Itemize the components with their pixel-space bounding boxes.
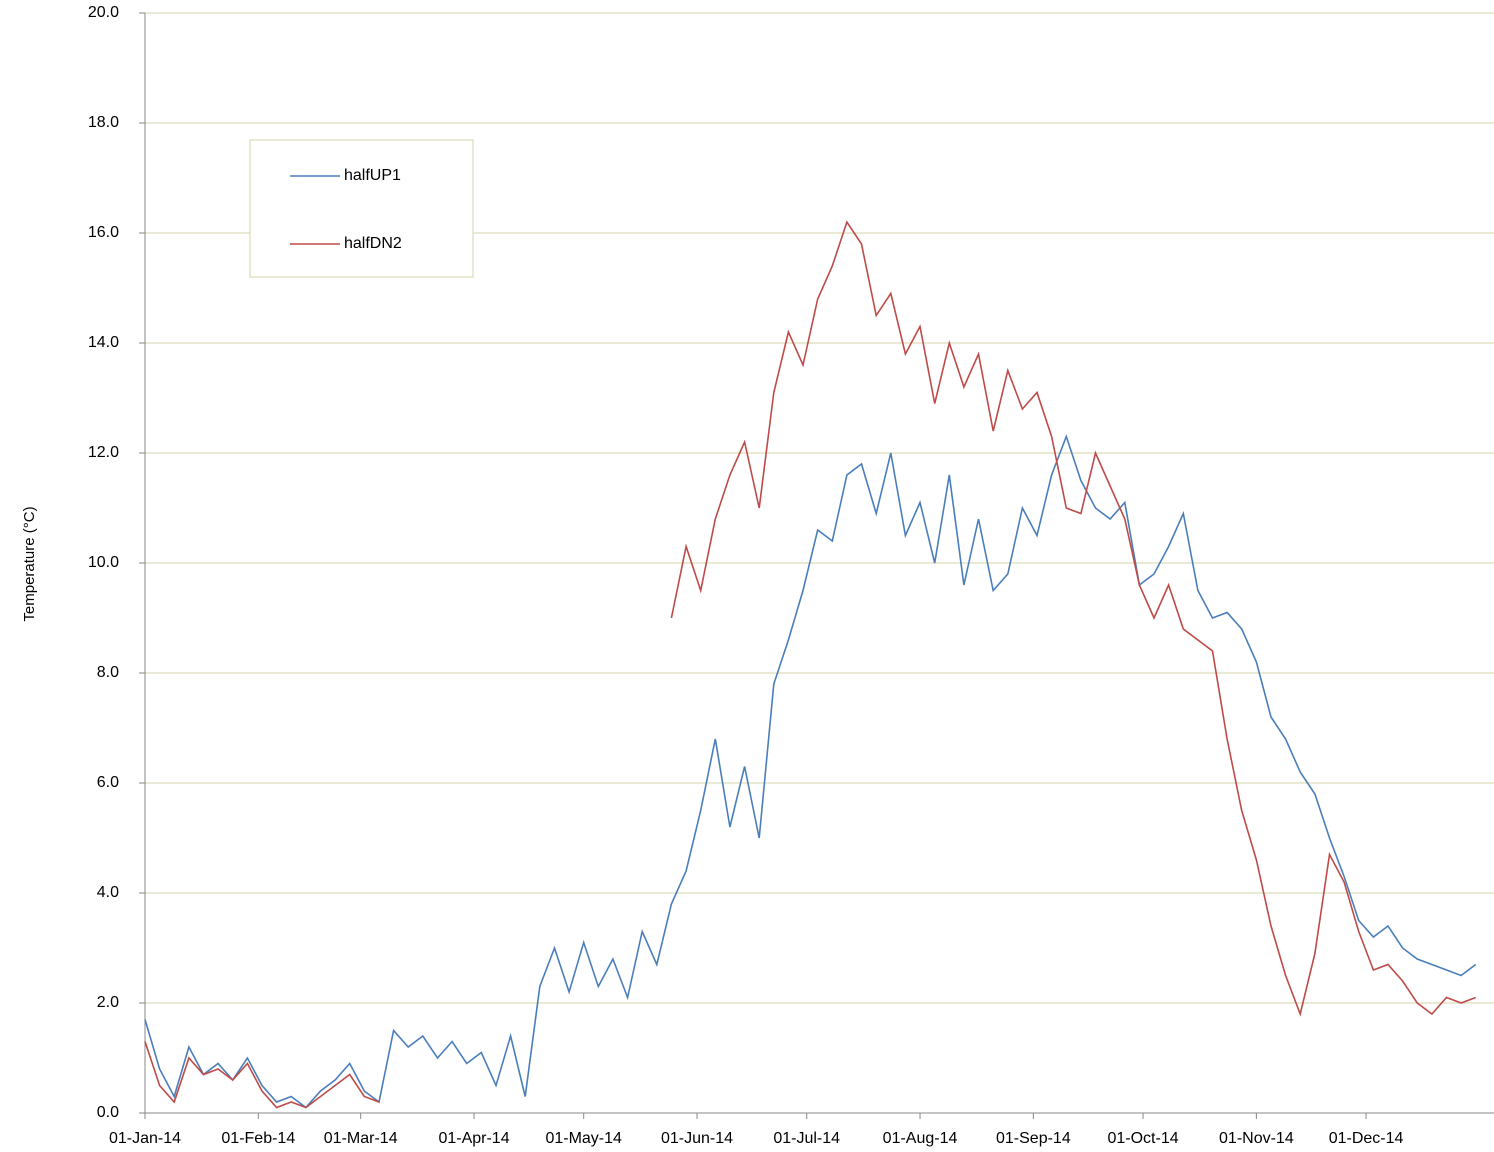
y-axis-label: Temperature (°C)	[21, 506, 38, 621]
x-tick-label: 01-May-14	[545, 1130, 622, 1147]
y-tick-label: 2.0	[97, 994, 119, 1011]
y-tick-label: 16.0	[88, 224, 119, 241]
series-line	[144, 434, 1477, 1109]
legend-label: halfDN2	[344, 235, 402, 252]
x-tick-label: 01-Aug-14	[883, 1130, 958, 1147]
y-tick-label: 12.0	[88, 444, 119, 461]
x-tick-label: 01-Jul-14	[773, 1130, 840, 1147]
y-tick-label: 6.0	[97, 774, 119, 791]
y-tick-label: 0.0	[97, 1104, 119, 1121]
y-tick-label: 10.0	[88, 554, 119, 571]
x-tick-label: 01-Sep-14	[996, 1130, 1071, 1147]
y-tick-label: 4.0	[97, 884, 119, 901]
x-tick-label: 01-Mar-14	[324, 1130, 398, 1147]
x-tick-label: 01-Oct-14	[1107, 1130, 1178, 1147]
x-tick-label: 01-Apr-14	[438, 1130, 509, 1147]
y-tick-label: 14.0	[88, 334, 119, 351]
y-tick-label: 18.0	[88, 114, 119, 131]
legend-label: halfUP1	[344, 167, 401, 184]
legend: halfUP1 halfDN2	[249, 139, 474, 278]
x-tick-label: 01-Feb-14	[221, 1130, 295, 1147]
y-tick-label: 20.0	[88, 4, 119, 21]
x-tick-label: 01-Nov-14	[1219, 1130, 1294, 1147]
y-tick-label: 8.0	[97, 664, 119, 681]
legend-box	[249, 139, 474, 278]
x-tick-label: 01-Jun-14	[661, 1130, 733, 1147]
series-line	[144, 220, 1476, 1109]
x-tick-label: 01-Dec-14	[1329, 1130, 1404, 1147]
x-tick-label: 01-Jan-14	[109, 1130, 181, 1147]
